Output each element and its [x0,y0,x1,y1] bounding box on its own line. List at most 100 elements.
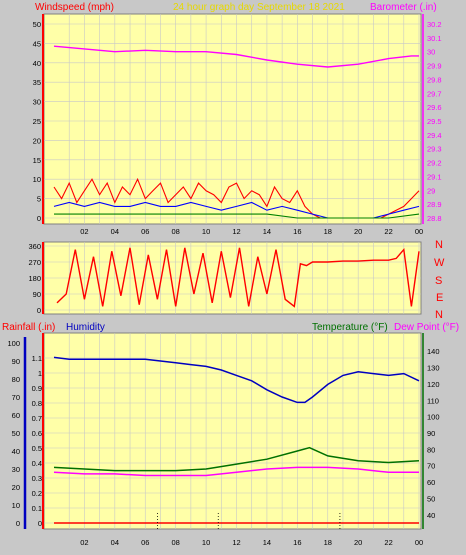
temperature-tick-label: 110 [427,396,439,405]
temperature-tick-label: 70 [427,462,435,471]
rainfall-tick-label: 0 [38,519,42,528]
x-tick-label: 22 [384,538,392,547]
windspeed-tick-label: 10 [33,175,41,184]
windspeed-tick-label: 25 [33,117,41,126]
temperature-tick-label: 100 [427,413,440,422]
x-tick-label: 04 [111,538,119,547]
humidity-tick-label: 100 [7,339,20,348]
humidity-tick-label: 30 [12,465,20,474]
x-tick-label: 18 [324,227,332,236]
x-tick-label: 20 [354,538,362,547]
barometer-tick-label: 29.5 [427,117,442,126]
humidity-tick-label: 60 [12,411,20,420]
temperature-line [53,446,420,472]
rainfall-tick-label: 1 [38,369,42,378]
barometer-tick-label: 30 [427,48,435,57]
direction-label-n-top: N [435,239,443,251]
x-tick-label: 08 [171,227,179,236]
rainfall-tick-label: 0.1 [32,504,42,513]
gridlines [44,14,421,529]
windspeed-tick-label: 50 [33,20,41,29]
barometer-line [53,45,419,68]
series-marks [53,45,420,529]
barometer-tick-label: 29.4 [427,131,442,140]
windspeed-axis-title: Windspeed (mph) [35,2,114,13]
barometer-tick-label: 29.1 [427,172,442,181]
direction-label-w: W [434,257,445,269]
barometer-tick-label: 28.8 [427,214,442,223]
dew-point-axis-title: Dew Point (°F) [394,322,459,333]
barometer-tick-label: 30.2 [427,20,442,29]
humidity-axis-title: Humidity [66,322,105,333]
barometer-tick-label: 28.9 [427,200,442,209]
chart-title: 24 hour graph day September 18 2021 [173,2,345,13]
rainfall-tick-label: 0.2 [32,489,42,498]
rainfall-axis-title: Rainfall (.in) [2,322,55,333]
barometer-axis-title: Barometer (.in) [370,2,437,13]
x-tick-label: 04 [111,227,119,236]
barometer-tick-label: 29.7 [427,89,442,98]
barometer-tick-label: 29.3 [427,145,442,154]
humidity-tick-label: 40 [12,447,20,456]
x-tick-label: 12 [232,227,240,236]
humidity-tick-label: 50 [12,429,20,438]
x-tick-label: 06 [141,227,149,236]
humidity-tick-label: 10 [12,501,20,510]
rainfall-tick-label: 0.9 [32,384,42,393]
temperature-tick-label: 130 [427,364,440,373]
x-tick-label: 12 [232,538,240,547]
wind-direction-line [56,247,420,308]
x-tick-label: 22 [384,227,392,236]
temperature-tick-label: 120 [427,380,440,389]
direction-label-s: S [435,275,442,287]
temperature-tick-label: 50 [427,494,435,503]
windspeed-tick-label: 45 [33,39,41,48]
barometer-tick-label: 29 [427,186,435,195]
barometer-tick-label: 29.8 [427,75,442,84]
wind-speed-line-green [54,213,420,219]
rainfall-tick-label: 0.5 [32,444,42,453]
temperature-tick-label: 140 [427,347,440,356]
rainfall-tick-label: 1.1 [32,354,42,363]
direction-tick-label: 0 [37,306,41,315]
direction-label-e: E [436,292,443,304]
x-tick-label: 10 [202,227,210,236]
x-tick-label: 00 [415,227,423,236]
x-tick-label: 16 [293,538,301,547]
dew-point-line [53,466,419,477]
windspeed-tick-label: 0 [37,214,41,223]
barometer-tick-label: 29.6 [427,103,442,112]
x-tick-label: 02 [80,227,88,236]
rainfall-tick-label: 0.7 [32,414,42,423]
windspeed-tick-label: 5 [37,195,41,204]
barometer-tick-label: 30.1 [427,34,442,43]
x-tick-label: 20 [354,227,362,236]
x-tick-label: 02 [80,538,88,547]
direction-tick-label: 270 [28,258,41,267]
rainfall-tick-label: 0.8 [32,399,42,408]
x-tick-label: 14 [263,227,271,236]
barometer-tick-label: 29.2 [427,159,442,168]
direction-tick-label: 180 [28,274,41,283]
barometer-tick-label: 29.9 [427,62,442,71]
temperature-tick-label: 60 [427,478,435,487]
x-tick-label: 18 [324,538,332,547]
direction-tick-label: 360 [28,242,41,251]
temperature-axis-title: Temperature (°F) [312,322,388,333]
humidity-line [53,356,420,404]
x-tick-label: 06 [141,538,149,547]
rainfall-tick-label: 0.6 [32,429,42,438]
humidity-tick-label: 90 [12,357,20,366]
windspeed-tick-label: 35 [33,78,41,87]
x-tick-label: 14 [263,538,271,547]
x-tick-label: 08 [171,538,179,547]
humidity-tick-label: 20 [12,483,20,492]
x-tick-label: 00 [415,538,423,547]
windspeed-tick-label: 40 [33,59,41,68]
rainfall-tick-label: 0.3 [32,474,42,483]
temperature-tick-label: 40 [427,511,435,520]
windspeed-tick-label: 15 [33,156,41,165]
